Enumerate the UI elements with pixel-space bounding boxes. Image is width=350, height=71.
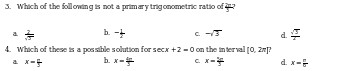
Text: b.  $-\frac{1}{2}$: b. $-\frac{1}{2}$ (103, 28, 124, 42)
Text: a.   $x = \frac{\pi}{3}$: a. $x = \frac{\pi}{3}$ (12, 57, 42, 70)
Text: c.  $-\sqrt{3}$: c. $-\sqrt{3}$ (194, 28, 222, 38)
Text: 3.   Which of the following is not a primary trigonometric ratio of $\frac{2\pi}: 3. Which of the following is not a prima… (4, 2, 236, 16)
Text: d.  $\frac{\sqrt{3}}{2}$: d. $\frac{\sqrt{3}}{2}$ (280, 28, 300, 43)
Text: 4.   Which of these is a possible solution for $\mathrm{sec}\,x + 2 = 0$ on the : 4. Which of these is a possible solution… (4, 44, 273, 56)
Text: b.  $x = \frac{4\pi}{3}$: b. $x = \frac{4\pi}{3}$ (103, 56, 134, 70)
Text: a.   $\frac{2}{\sqrt{3}}$: a. $\frac{2}{\sqrt{3}}$ (12, 28, 34, 44)
Text: c.  $x = \frac{5\pi}{3}$: c. $x = \frac{5\pi}{3}$ (194, 56, 224, 70)
Text: d.  $x = \frac{\pi}{6}$: d. $x = \frac{\pi}{6}$ (280, 57, 308, 70)
